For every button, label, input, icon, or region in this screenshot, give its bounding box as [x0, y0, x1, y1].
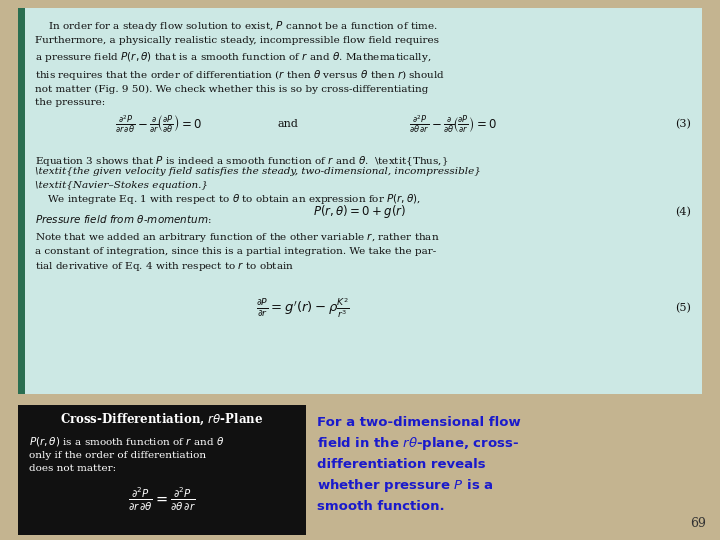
Text: (4): (4) — [675, 206, 691, 217]
Text: We integrate Eq. 1 with respect to $\theta$ to obtain an expression for $P(r, \t: We integrate Eq. 1 with respect to $\the… — [47, 192, 420, 206]
Text: $\it{Pressure\ field\ from\ \theta\text{-}momentum}$:: $\it{Pressure\ field\ from\ \theta\text{… — [35, 213, 211, 225]
Text: \textit{Navier–Stokes equation.}: \textit{Navier–Stokes equation.} — [35, 181, 207, 190]
Bar — [18, 405, 306, 535]
Text: In order for a steady flow solution to exist, $P$ cannot be a function of time.
: In order for a steady flow solution to e… — [35, 19, 445, 106]
Text: $\frac{\partial^2 P}{\partial\theta\,\partial r} - \frac{\partial}{\partial\thet: $\frac{\partial^2 P}{\partial\theta\,\pa… — [410, 113, 498, 135]
Text: $\frac{\partial^2 P}{\partial r\,\partial\theta} = \frac{\partial^2 P}{\partial\: $\frac{\partial^2 P}{\partial r\,\partia… — [128, 486, 196, 513]
Text: $\frac{\partial^2 P}{\partial r\,\partial\theta} - \frac{\partial}{\partial r}\!: $\frac{\partial^2 P}{\partial r\,\partia… — [115, 113, 202, 135]
Text: Equation 3 shows that $P$ is indeed a smooth function of $r$ and $\theta$.  \tex: Equation 3 shows that $P$ is indeed a sm… — [35, 154, 448, 168]
Bar — [18, 8, 702, 394]
Text: 69: 69 — [690, 517, 706, 530]
Text: (5): (5) — [675, 302, 691, 313]
Text: For a two-dimensional flow
field in the $r\theta$-plane, cross-
differentiation : For a two-dimensional flow field in the … — [317, 416, 521, 513]
Text: Note that we added an arbitrary function of the other variable $r$, rather than
: Note that we added an arbitrary function… — [35, 231, 439, 273]
Text: Cross-Differentiation, $r\theta$-Plane: Cross-Differentiation, $r\theta$-Plane — [60, 411, 264, 427]
Text: $P(r, \theta)$ is a smooth function of $r$ and $\theta$
only if the order of dif: $P(r, \theta)$ is a smooth function of $… — [29, 435, 224, 472]
Text: and: and — [278, 119, 298, 129]
Text: $\frac{\partial P}{\partial r} = g'(r) - \rho\frac{K^2}{r^3}$: $\frac{\partial P}{\partial r} = g'(r) -… — [256, 296, 349, 320]
Text: (3): (3) — [675, 119, 691, 130]
Bar — [18, 8, 25, 394]
Text: \textit{the given velocity field satisfies the steady, two-dimensional, incompre: \textit{the given velocity field satisfi… — [35, 167, 480, 177]
Text: $P(r,\theta) = 0 + g(r)$: $P(r,\theta) = 0 + g(r)$ — [313, 203, 407, 220]
